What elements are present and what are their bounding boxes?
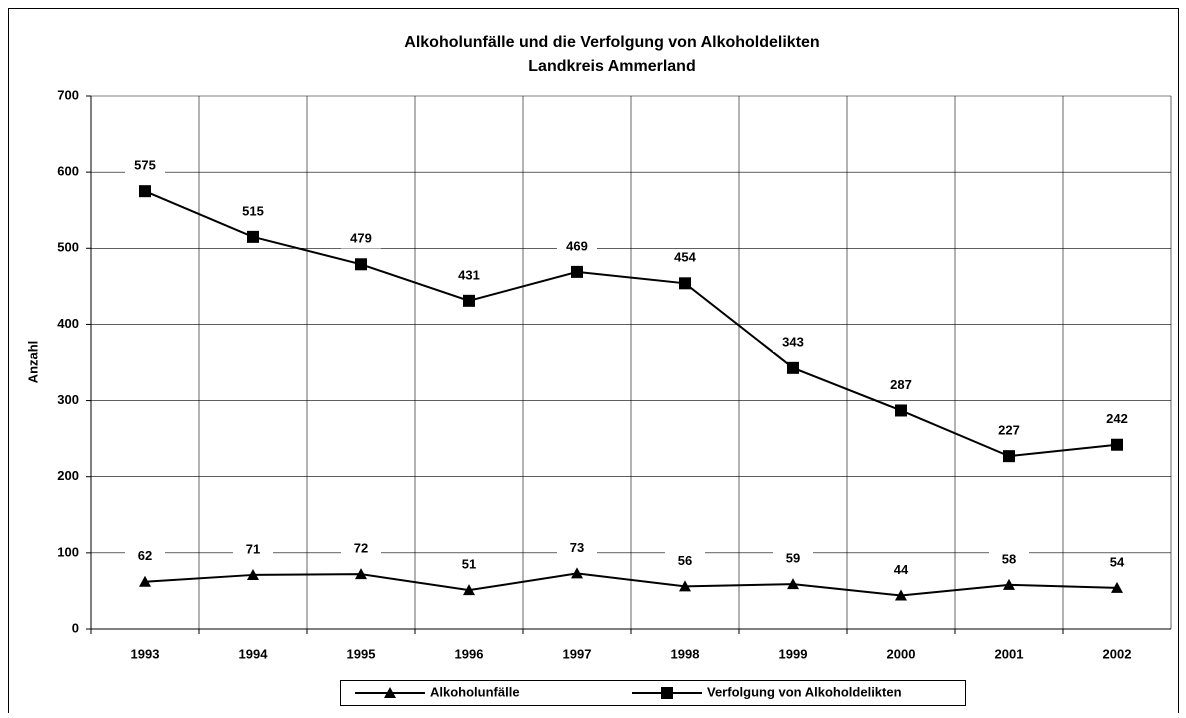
- data-point: [463, 584, 475, 596]
- x-tick-label: 1996: [455, 646, 484, 661]
- x-tick-label: 2002: [1103, 646, 1132, 661]
- data-label: 575: [134, 158, 156, 173]
- data-label: 59: [786, 551, 800, 566]
- y-tick-label: 300: [57, 392, 79, 407]
- y-tick-label: 100: [57, 544, 79, 559]
- data-label-bg: [773, 333, 813, 352]
- data-label-bg: [233, 540, 273, 559]
- data-point: [1111, 438, 1123, 451]
- data-label-bg: [125, 547, 165, 566]
- data-label-bg: [881, 376, 921, 395]
- y-tick-label: 500: [57, 240, 79, 255]
- data-point: [463, 294, 475, 307]
- x-tick-label: 1993: [131, 646, 160, 661]
- x-tick-label: 1999: [779, 646, 808, 661]
- data-point: [571, 265, 583, 278]
- data-point: [139, 185, 151, 198]
- series-line: [144, 572, 1118, 597]
- data-point: [355, 568, 367, 580]
- y-tick-label: 700: [57, 87, 79, 102]
- data-label: 44: [894, 562, 909, 577]
- x-tick-label: 1997: [563, 646, 592, 661]
- data-label-bg: [665, 249, 705, 268]
- data-label: 469: [566, 238, 588, 253]
- y-tick-label: 0: [72, 620, 79, 635]
- data-label: 431: [458, 267, 480, 282]
- data-label-bg: [989, 550, 1029, 569]
- data-label: 58: [1002, 551, 1016, 566]
- data-point: [679, 580, 691, 592]
- data-label: 515: [242, 203, 264, 218]
- chart-subtitle: Landkreis Ammerland: [528, 58, 695, 75]
- data-label: 54: [1110, 554, 1125, 569]
- data-point: [139, 575, 151, 587]
- x-tick-label: 2001: [995, 646, 1024, 661]
- data-point: [895, 589, 907, 601]
- data-point: [571, 567, 583, 579]
- data-label: 51: [462, 557, 476, 572]
- data-label-bg: [881, 561, 921, 580]
- data-label: 72: [354, 541, 368, 556]
- data-point: [787, 578, 799, 590]
- legend-label: Alkoholunfälle: [430, 684, 520, 699]
- y-tick-label: 600: [57, 164, 79, 179]
- data-label: 287: [890, 377, 912, 392]
- data-label: 479: [350, 231, 372, 246]
- data-label-bg: [125, 157, 165, 176]
- data-point: [1003, 450, 1015, 463]
- data-label-bg: [341, 540, 381, 559]
- data-label: 227: [998, 423, 1020, 438]
- x-tick-label: 1994: [239, 646, 269, 661]
- data-label-bg: [989, 422, 1029, 441]
- data-label-bg: [341, 230, 381, 249]
- y-tick-label: 400: [57, 316, 79, 331]
- data-point: [247, 568, 259, 580]
- data-label-bg: [773, 550, 813, 569]
- y-tick-label: 200: [57, 468, 79, 483]
- x-tick-label: 1995: [347, 646, 376, 661]
- data-label-bg: [1097, 410, 1137, 429]
- data-label-bg: [233, 202, 273, 221]
- data-point: [355, 258, 367, 271]
- data-label: 343: [782, 334, 804, 349]
- legend-marker: [384, 687, 396, 698]
- y-axis-label: Anzahl: [25, 341, 40, 384]
- data-label-bg: [1097, 553, 1137, 572]
- data-point: [679, 277, 691, 290]
- data-label-bg: [557, 539, 597, 558]
- legend-marker: [661, 687, 673, 699]
- x-tick-label: 2000: [887, 646, 916, 661]
- chart-border: [8, 8, 1179, 718]
- data-point: [1111, 581, 1123, 593]
- data-label: 62: [138, 548, 152, 563]
- data-label: 71: [246, 541, 260, 556]
- data-point: [1003, 578, 1015, 590]
- data-label: 242: [1106, 411, 1128, 426]
- chart-title: Alkoholunfälle und die Verfolgung von Al…: [404, 34, 819, 51]
- data-point: [247, 230, 259, 243]
- data-label: 56: [678, 553, 692, 568]
- data-label-bg: [449, 556, 489, 575]
- data-label-bg: [665, 552, 705, 571]
- x-tick-label: 1998: [671, 646, 700, 661]
- data-point: [895, 404, 907, 417]
- data-point: [787, 361, 799, 374]
- series-line: [144, 190, 1118, 458]
- data-label: 454: [674, 250, 696, 265]
- legend-label: Verfolgung von Alkoholdelikten: [707, 684, 902, 699]
- data-label-bg: [449, 266, 489, 285]
- data-label: 73: [570, 540, 584, 555]
- data-label-bg: [557, 237, 597, 256]
